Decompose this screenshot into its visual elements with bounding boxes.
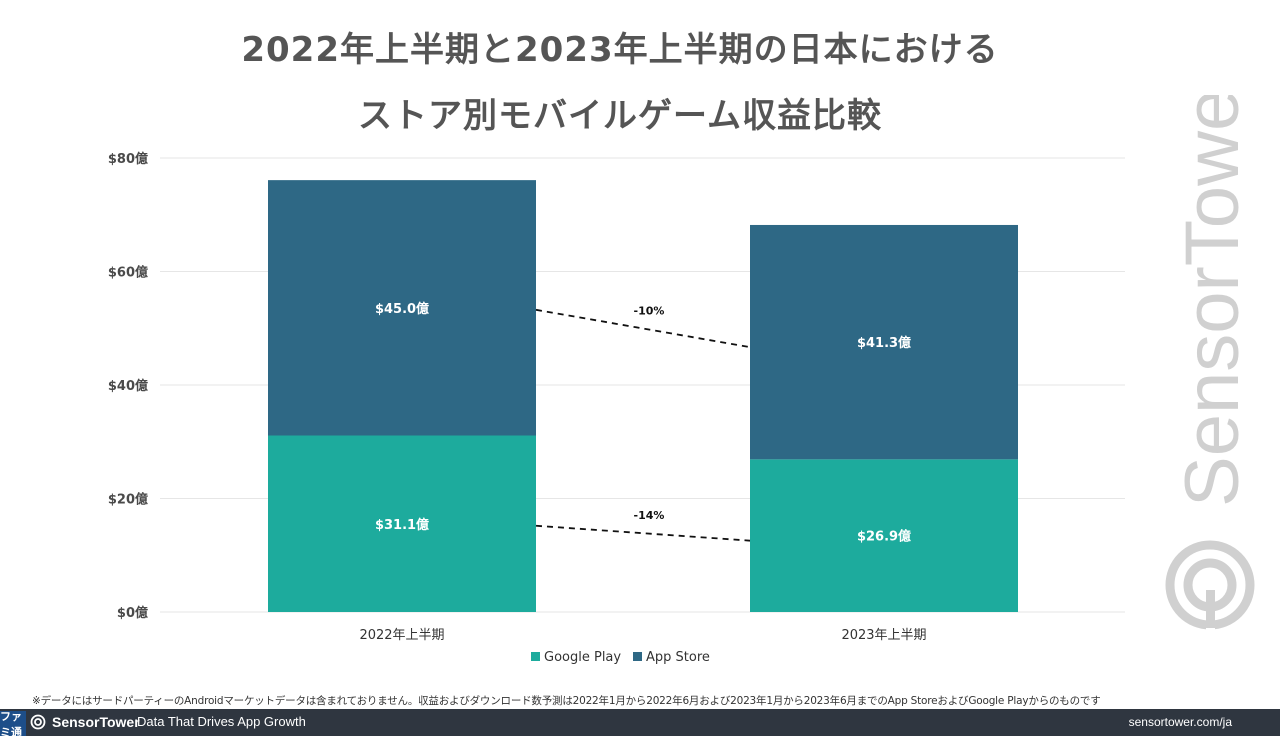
bar-app-store-1 — [750, 224, 1018, 460]
y-tick-label-20: $20億 — [108, 492, 148, 508]
x-tick-label-0: 2022年上半期 — [359, 628, 444, 643]
chart-title-line-1: 2022年上半期と2023年上半期の日本における — [241, 30, 999, 70]
y-tick-label-80: $80億 — [108, 151, 148, 167]
change-annotation-app-store: -10% — [634, 304, 665, 317]
sensortower-watermark: SensorTower — [1165, 95, 1255, 637]
sensortower-logo-icon — [1165, 540, 1255, 637]
stacked-bar-chart: $0億 $20億 $40億 $60億 $80億 $31.1億 $45.0億 2022年上半期 $… — [108, 151, 1125, 665]
data-label-app-store-1: $41.3億 — [857, 335, 911, 351]
x-tick-label-1: 2023年上半期 — [841, 628, 926, 643]
data-label-google-play-0: $31.1億 — [375, 517, 429, 533]
change-connector-google-play — [535, 524, 751, 542]
change-annotation-google-play: -14% — [634, 509, 665, 522]
bar-google-play-0 — [268, 435, 536, 612]
sensortower-icon — [30, 714, 46, 730]
y-tick-label-0: $0億 — [117, 605, 148, 621]
watermark-text: SensorTower — [1170, 95, 1255, 507]
y-tick-label-60: $60億 — [108, 265, 148, 281]
chart-title-line-2: ストア別モバイルゲーム収益比較 — [358, 96, 882, 136]
y-tick-label-40: $40億 — [108, 378, 148, 394]
footer-url[interactable]: sensortower.com/ja — [1128, 715, 1232, 729]
legend-label-google-play: Google Play — [544, 650, 621, 665]
data-label-app-store-0: $45.0億 — [375, 301, 429, 317]
footer-tagline: Data That Drives App Growth — [137, 714, 306, 729]
bar-app-store-0 — [268, 180, 536, 436]
change-connector-app-store — [535, 308, 751, 349]
footer-brand: SensorTower — [30, 714, 140, 730]
footer-bar: SensorTower Data That Drives App Growth … — [0, 709, 1280, 736]
footnote: ※データにはサードパーティーのAndroidマーケットデータは含まれておりません… — [32, 695, 1101, 707]
corner-logo: ファミ通 — [0, 710, 26, 739]
legend-label-app-store: App Store — [646, 650, 710, 665]
data-label-google-play-1: $26.9億 — [857, 529, 911, 545]
legend-swatch-google-play — [531, 652, 540, 661]
legend-swatch-app-store — [633, 652, 642, 661]
footer-brand-text: SensorTower — [52, 714, 140, 730]
bar-google-play-1 — [750, 459, 1018, 612]
